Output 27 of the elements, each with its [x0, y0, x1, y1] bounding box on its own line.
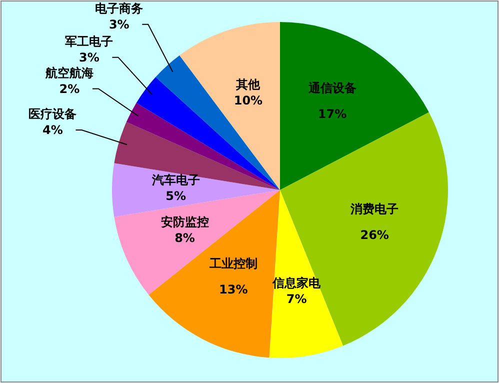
data-label: 2%	[59, 82, 80, 96]
slice-label: 其他	[235, 77, 262, 92]
pie-slice	[112, 163, 280, 217]
pie-slice	[114, 122, 280, 190]
data-label: 10%	[234, 93, 263, 108]
slice-label: 工业控制	[208, 256, 258, 270]
pie-slice	[136, 77, 280, 190]
data-label: 7%	[286, 292, 307, 306]
pie-slice	[280, 22, 429, 190]
data-label: 3%	[108, 17, 130, 32]
data-label: 17%	[318, 106, 347, 121]
slice-label: 航空航海	[44, 66, 94, 80]
slice-label: 医疗设备	[28, 107, 77, 122]
data-label: 3%	[79, 50, 100, 64]
data-label: 13%	[219, 282, 248, 296]
slice-label: 消费电子	[350, 202, 399, 216]
data-label: 5%	[166, 189, 186, 203]
data-label: 26%	[360, 228, 389, 242]
slice-label: 军工电子	[65, 34, 114, 48]
pie-slice	[269, 190, 344, 358]
slice-label: 通信设备	[307, 80, 356, 95]
slice-label: 汽车电子	[150, 173, 200, 187]
slice-label: 信息家电	[272, 276, 322, 290]
data-label: 4%	[42, 123, 63, 138]
data-label: 8%	[174, 231, 195, 246]
slice-label: 安防监控	[160, 215, 209, 230]
slice-label: 电子商务	[95, 1, 144, 16]
